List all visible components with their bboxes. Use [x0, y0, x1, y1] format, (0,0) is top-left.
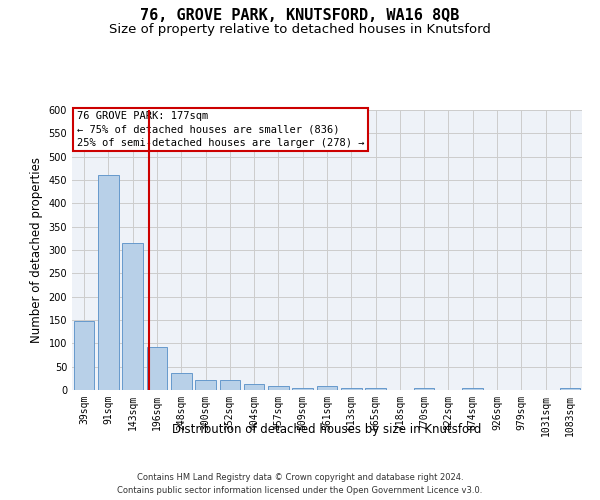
Bar [146, 346, 167, 390]
Bar [341, 388, 362, 390]
Text: Distribution of detached houses by size in Knutsford: Distribution of detached houses by size … [172, 422, 482, 436]
Bar [74, 321, 94, 390]
Y-axis label: Number of detached properties: Number of detached properties [30, 157, 43, 343]
Bar [122, 243, 143, 390]
Bar [244, 384, 265, 390]
Bar [220, 380, 240, 390]
Text: 76, GROVE PARK, KNUTSFORD, WA16 8QB: 76, GROVE PARK, KNUTSFORD, WA16 8QB [140, 8, 460, 22]
Bar [292, 388, 313, 390]
Bar [195, 380, 216, 390]
Bar [463, 388, 483, 390]
Text: Size of property relative to detached houses in Knutsford: Size of property relative to detached ho… [109, 22, 491, 36]
Bar [98, 176, 119, 390]
Text: Contains HM Land Registry data © Crown copyright and database right 2024.
Contai: Contains HM Land Registry data © Crown c… [118, 474, 482, 495]
Bar [268, 386, 289, 390]
Bar [560, 388, 580, 390]
Text: 76 GROVE PARK: 177sqm
← 75% of detached houses are smaller (836)
25% of semi-det: 76 GROVE PARK: 177sqm ← 75% of detached … [77, 112, 365, 148]
Bar [171, 372, 191, 390]
Bar [365, 388, 386, 390]
Bar [317, 386, 337, 390]
Bar [414, 388, 434, 390]
